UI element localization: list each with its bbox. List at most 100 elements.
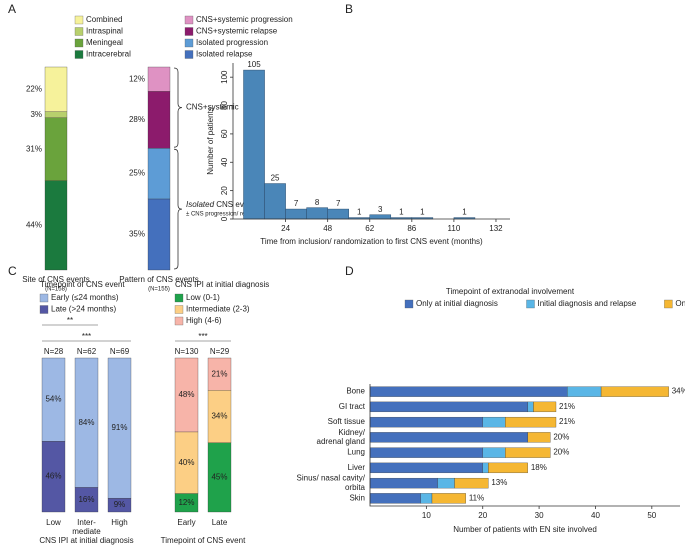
- value-label: 9%: [114, 500, 126, 509]
- x-tick-label: 110: [448, 224, 461, 233]
- x-tick-label: 40: [591, 511, 600, 520]
- histogram-bar: [243, 69, 265, 220]
- brace-text: CNS event: [214, 200, 256, 209]
- bar-segment: [44, 111, 68, 118]
- x-tick-label: 10: [422, 511, 431, 520]
- legend-title: CNS IPI at initial diagnosis: [175, 280, 269, 289]
- category-label: Pattern of CNS events: [119, 275, 199, 284]
- legend-swatch: [404, 299, 414, 309]
- bar-segment: [482, 462, 489, 474]
- bar-segment: [369, 401, 528, 413]
- bar-segment: [369, 416, 483, 428]
- legend-label: Intermediate (2-3): [186, 305, 250, 314]
- n-label: N=130: [175, 347, 199, 356]
- value-label: 25: [271, 174, 280, 183]
- category-label: GI tract: [339, 402, 366, 411]
- value-label: 44%: [26, 220, 42, 229]
- brace-label: CNS+systemic: [186, 103, 239, 112]
- value-label: 16%: [78, 495, 94, 504]
- category-label: Low: [46, 518, 61, 527]
- legend-title: Timepoint of CNS event: [40, 280, 125, 289]
- bar-segment: [369, 477, 438, 489]
- value-label: 1: [357, 208, 362, 217]
- bar-segment: [147, 198, 171, 271]
- bar-segment: [454, 477, 489, 489]
- category-label: Sinus/ nasal cavity/orbita: [297, 474, 366, 492]
- significance-label: **: [67, 316, 73, 325]
- value-label: 105: [247, 60, 261, 69]
- bar-segment: [207, 357, 232, 391]
- legend-title: Timepoint of extranodal involvement: [446, 287, 575, 296]
- bar-segment: [174, 357, 199, 433]
- category-label: Soft tissue: [328, 417, 366, 426]
- legend-label: Early (≤24 months): [51, 293, 119, 302]
- significance-label: ***: [198, 332, 207, 341]
- total-label: 18%: [531, 463, 547, 472]
- value-label: 1: [420, 208, 425, 217]
- legend-swatch: [174, 293, 184, 303]
- n-label: (N=158): [45, 287, 67, 293]
- bar-segment: [147, 66, 171, 92]
- value-label: 3: [378, 205, 383, 214]
- total-label: 11%: [469, 493, 484, 502]
- value-label: 31%: [26, 144, 42, 153]
- x-tick-label: 86: [407, 224, 416, 233]
- bar-segment: [44, 66, 68, 112]
- category-label: Skin: [349, 493, 365, 502]
- histogram-bar: [285, 208, 307, 220]
- y-tick-label: 80: [220, 101, 229, 110]
- n-label: N=69: [110, 347, 130, 356]
- legend-label: Combined: [86, 15, 122, 24]
- value-label: 12%: [178, 498, 194, 507]
- panel-label: A: [8, 2, 16, 16]
- value-label: 40%: [178, 458, 194, 467]
- legend-swatch: [184, 38, 194, 48]
- legend-label: Isolated progression: [196, 38, 268, 47]
- legend-swatch: [184, 15, 194, 25]
- legend-swatch: [39, 293, 49, 303]
- histogram-bar: [264, 183, 286, 220]
- brace-emphasis: Isolated: [186, 200, 215, 209]
- value-label: 22%: [26, 84, 42, 93]
- legend-label: Only at relapse: [675, 299, 685, 308]
- y-tick-label: 0: [220, 216, 229, 221]
- value-label: 46%: [45, 472, 61, 481]
- bar-segment: [482, 416, 506, 428]
- bar-segment: [107, 357, 132, 499]
- y-tick-label: 40: [220, 157, 229, 166]
- n-label: N=28: [44, 347, 64, 356]
- x-axis-label: CNS IPI at initial diagnosis: [39, 536, 133, 545]
- n-label: N=62: [77, 347, 97, 356]
- value-label: 54%: [45, 395, 61, 404]
- x-tick-label: 24: [281, 224, 290, 233]
- bar-segment: [431, 493, 466, 504]
- x-tick-label: 62: [365, 224, 374, 233]
- bar-segment: [369, 432, 528, 443]
- histogram-bar: [327, 208, 349, 220]
- value-label: 84%: [78, 418, 94, 427]
- total-label: 21%: [559, 417, 575, 426]
- legend-swatch: [74, 27, 84, 36]
- legend-label: High (4-6): [186, 316, 222, 325]
- x-tick-label: 20: [478, 511, 487, 520]
- significance-label: ***: [82, 332, 91, 341]
- value-label: 1: [399, 208, 404, 217]
- value-label: 34%: [211, 412, 227, 421]
- brace: [173, 148, 183, 270]
- legend-swatch: [664, 299, 673, 309]
- value-label: 3%: [30, 110, 42, 119]
- legend-label: Initial diagnosis and relapse: [538, 299, 637, 308]
- category-label: Late: [212, 518, 228, 527]
- brace-label: Isolated CNS event: [186, 200, 256, 209]
- bar-segment: [44, 180, 68, 271]
- y-tick-label: 100: [220, 70, 229, 84]
- n-label: N=29: [210, 347, 230, 356]
- bar-segment: [567, 386, 602, 397]
- bar-segment: [147, 91, 171, 149]
- bar-segment: [488, 462, 528, 474]
- legend-label: Late (>24 months): [51, 305, 116, 314]
- n-label: (N=155): [148, 287, 170, 293]
- legend-label: Intracerebral: [86, 50, 131, 59]
- bar-segment: [527, 432, 551, 443]
- category-label: Lung: [347, 448, 365, 457]
